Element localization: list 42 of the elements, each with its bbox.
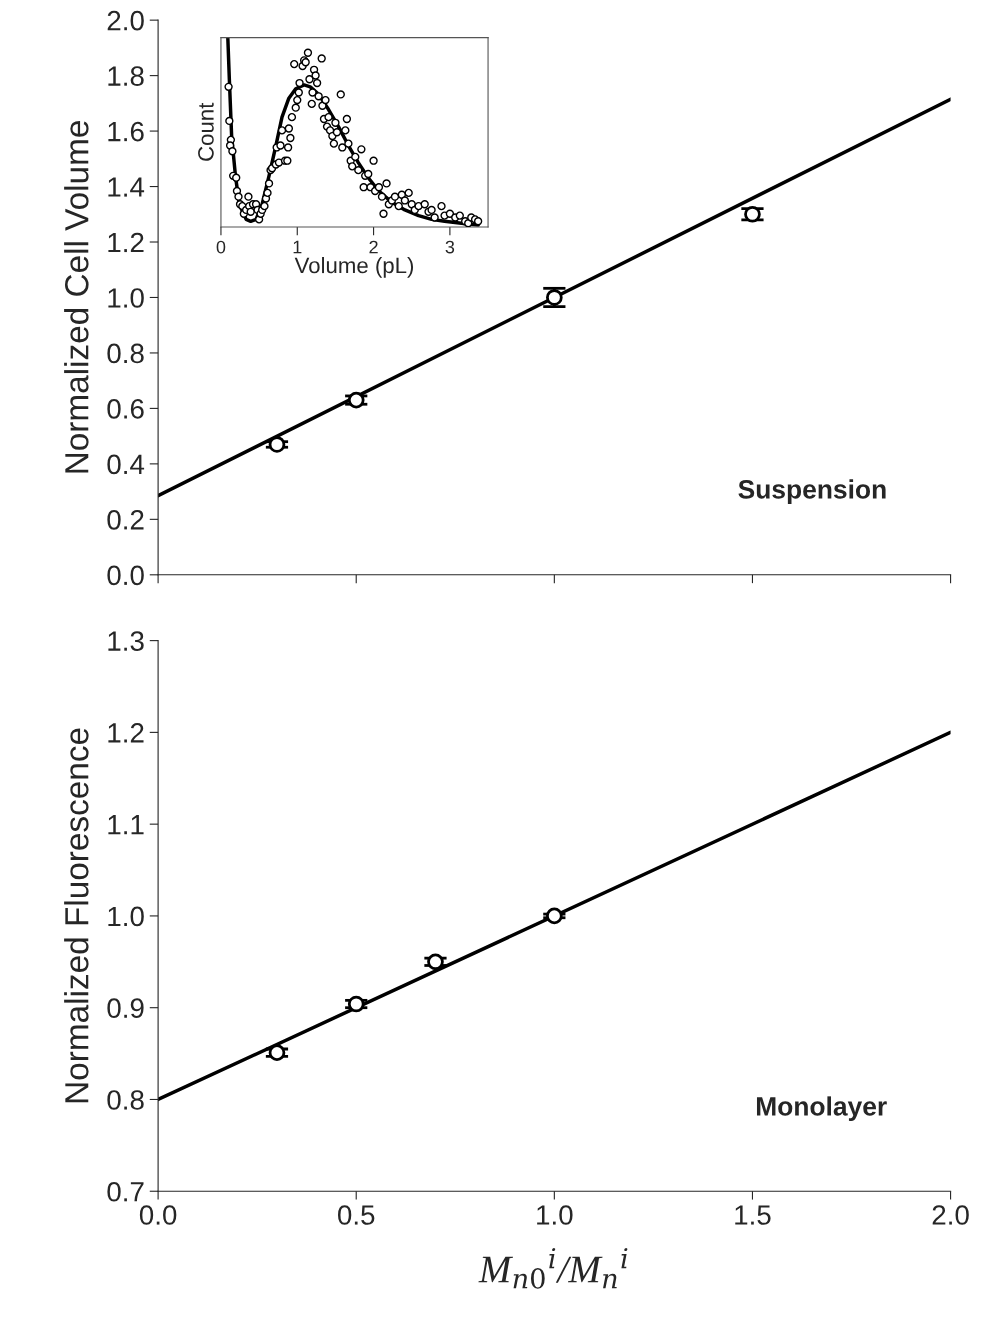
point: [546, 907, 563, 925]
y-tick-label: 0.8: [107, 1090, 144, 1110]
y-axis-title: Normalized Cell Volume: [64, 121, 89, 473]
y-tick-label: 0.7: [107, 1181, 144, 1202]
x-tick-label: 1: [293, 240, 302, 254]
y-tick-label: 1.2: [108, 232, 144, 253]
y-tick-label: 1.6: [108, 121, 144, 142]
y-tick-label: 0.4: [107, 454, 145, 475]
y-tick-label: 1.1: [108, 815, 144, 835]
y-tick-label: 1.3: [108, 631, 144, 651]
y-axis-title: Normalized Fluorescence: [64, 728, 89, 1103]
y-tick-label: 0.8: [107, 343, 144, 364]
x-axis-title: M$_{n0}$$^{i}$/M$_{n}$$^{i}$: [478, 1248, 628, 1289]
y-tick-label: 0.6: [107, 399, 144, 419]
point: [268, 436, 286, 453]
point: [268, 1044, 286, 1061]
x-tick-label: 1.0: [537, 1205, 573, 1225]
annotation: Monolayer: [756, 1096, 887, 1121]
x-tick-label: 0: [216, 240, 226, 254]
point: [546, 289, 563, 306]
point: [744, 205, 761, 223]
y-tick-label: 1.0: [108, 906, 144, 927]
y-axis-title: Count: [198, 102, 214, 161]
y-tick-label: 0.2: [107, 510, 144, 530]
y-tick-label: 0.0: [107, 565, 144, 586]
y-tick-label: 2.0: [107, 10, 144, 31]
y-tick-label: 1.8: [108, 66, 144, 86]
y-tick-label: 1.4: [108, 177, 145, 197]
x-tick-label: 0.5: [338, 1205, 375, 1225]
x-tick-label: 1.5: [735, 1205, 771, 1225]
y-tick-label: 1.0: [108, 288, 144, 308]
x-tick-label: 2.0: [932, 1205, 969, 1225]
x-tick-label: 2: [369, 240, 378, 254]
x-tick-label: 0.0: [139, 1205, 177, 1225]
y-tick-label: 0.9: [107, 998, 144, 1019]
x-axis-title: Volume (pL): [294, 256, 414, 278]
point: [347, 995, 365, 1013]
point: [347, 391, 365, 409]
point: [427, 953, 444, 971]
annotation: Suspension: [738, 479, 886, 504]
y-tick-label: 1.2: [108, 723, 144, 743]
x-tick-label: 3: [445, 240, 455, 254]
